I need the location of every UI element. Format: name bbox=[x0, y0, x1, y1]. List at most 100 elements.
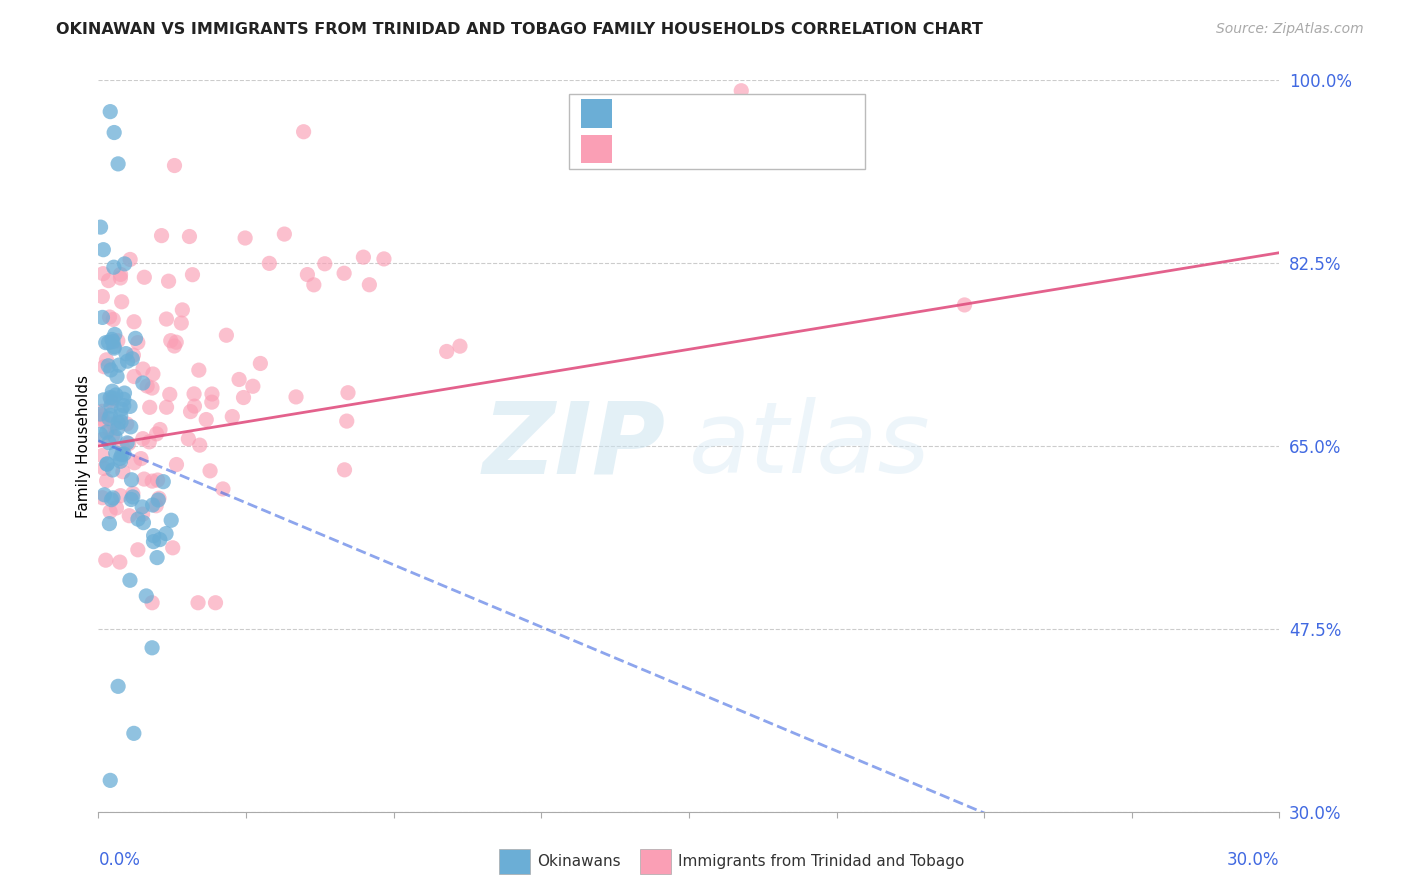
Point bbox=[91, 409, 114, 423]
Point bbox=[142, 498, 165, 512]
Point bbox=[163, 339, 186, 353]
Point bbox=[103, 340, 125, 354]
Point bbox=[96, 457, 118, 471]
Point bbox=[91, 289, 114, 303]
Point bbox=[195, 412, 218, 426]
Text: 0.0%: 0.0% bbox=[98, 851, 141, 869]
Text: N =: N = bbox=[730, 140, 766, 158]
Point bbox=[165, 335, 187, 350]
Point bbox=[155, 312, 177, 326]
Point bbox=[107, 679, 129, 693]
Point bbox=[152, 475, 174, 489]
Point bbox=[155, 526, 177, 541]
Point bbox=[118, 508, 141, 523]
Point bbox=[124, 331, 146, 345]
Point bbox=[145, 499, 167, 513]
Point bbox=[122, 726, 145, 740]
Point bbox=[148, 491, 170, 506]
Point bbox=[101, 384, 124, 399]
Point bbox=[112, 392, 135, 407]
Point bbox=[110, 268, 132, 282]
Point bbox=[177, 432, 200, 446]
Point bbox=[336, 414, 359, 428]
Point bbox=[98, 391, 121, 405]
Point bbox=[132, 376, 155, 390]
Point bbox=[333, 463, 356, 477]
Point bbox=[111, 441, 134, 455]
Point bbox=[142, 534, 165, 549]
Point bbox=[187, 596, 209, 610]
Point bbox=[166, 458, 188, 472]
Point bbox=[104, 430, 127, 444]
Point bbox=[89, 407, 111, 421]
Point bbox=[101, 394, 124, 409]
Point bbox=[104, 388, 127, 402]
Point bbox=[91, 433, 114, 447]
Point bbox=[162, 541, 184, 555]
Point bbox=[150, 228, 173, 243]
Point bbox=[97, 435, 120, 450]
Point bbox=[228, 372, 250, 386]
Point bbox=[170, 316, 193, 330]
Point bbox=[183, 387, 205, 401]
Point bbox=[141, 474, 163, 488]
Point bbox=[132, 472, 155, 486]
Point bbox=[730, 84, 752, 98]
Point bbox=[132, 516, 155, 530]
Point bbox=[285, 390, 308, 404]
Text: atlas: atlas bbox=[689, 398, 931, 494]
Point bbox=[100, 492, 122, 507]
Point bbox=[127, 542, 149, 557]
Point bbox=[110, 409, 132, 423]
Point bbox=[121, 486, 143, 500]
Point bbox=[114, 257, 136, 271]
Text: Immigrants from Trinidad and Tobago: Immigrants from Trinidad and Tobago bbox=[678, 855, 965, 869]
Point bbox=[96, 474, 118, 488]
Point bbox=[337, 385, 360, 400]
Text: ZIP: ZIP bbox=[482, 398, 665, 494]
Point bbox=[201, 395, 224, 409]
Text: 78: 78 bbox=[765, 104, 787, 122]
Point bbox=[159, 387, 181, 401]
Text: OKINAWAN VS IMMIGRANTS FROM TRINIDAD AND TOBAGO FAMILY HOUSEHOLDS CORRELATION CH: OKINAWAN VS IMMIGRANTS FROM TRINIDAD AND… bbox=[56, 22, 983, 37]
Point bbox=[108, 358, 131, 372]
Point bbox=[120, 492, 142, 507]
Text: 114: 114 bbox=[765, 140, 800, 158]
Point bbox=[104, 327, 127, 342]
Point bbox=[110, 402, 132, 417]
Point bbox=[163, 159, 186, 173]
Point bbox=[132, 362, 155, 376]
Point bbox=[98, 773, 121, 788]
Point bbox=[180, 404, 202, 418]
Point bbox=[98, 423, 121, 437]
Point bbox=[297, 268, 319, 282]
Point bbox=[107, 416, 129, 430]
Point bbox=[111, 448, 134, 462]
Point bbox=[302, 277, 325, 292]
Point bbox=[104, 446, 127, 460]
Point bbox=[91, 404, 114, 418]
Point bbox=[953, 298, 976, 312]
Point bbox=[141, 596, 163, 610]
Point bbox=[91, 491, 114, 505]
Point bbox=[108, 555, 131, 569]
Point bbox=[105, 500, 128, 515]
Text: R =: R = bbox=[620, 140, 657, 158]
Point bbox=[449, 339, 471, 353]
Point bbox=[159, 334, 181, 348]
Point bbox=[142, 529, 165, 543]
Point bbox=[91, 243, 114, 257]
Point bbox=[149, 423, 172, 437]
Point bbox=[145, 426, 167, 441]
Point bbox=[146, 473, 169, 487]
Point bbox=[292, 125, 315, 139]
Point bbox=[155, 401, 177, 415]
Point bbox=[242, 379, 264, 393]
Point bbox=[157, 274, 180, 288]
Point bbox=[111, 294, 134, 309]
Point bbox=[259, 256, 281, 270]
Point bbox=[101, 391, 124, 405]
Point bbox=[204, 596, 226, 610]
Point bbox=[105, 369, 128, 384]
Point bbox=[115, 417, 138, 431]
